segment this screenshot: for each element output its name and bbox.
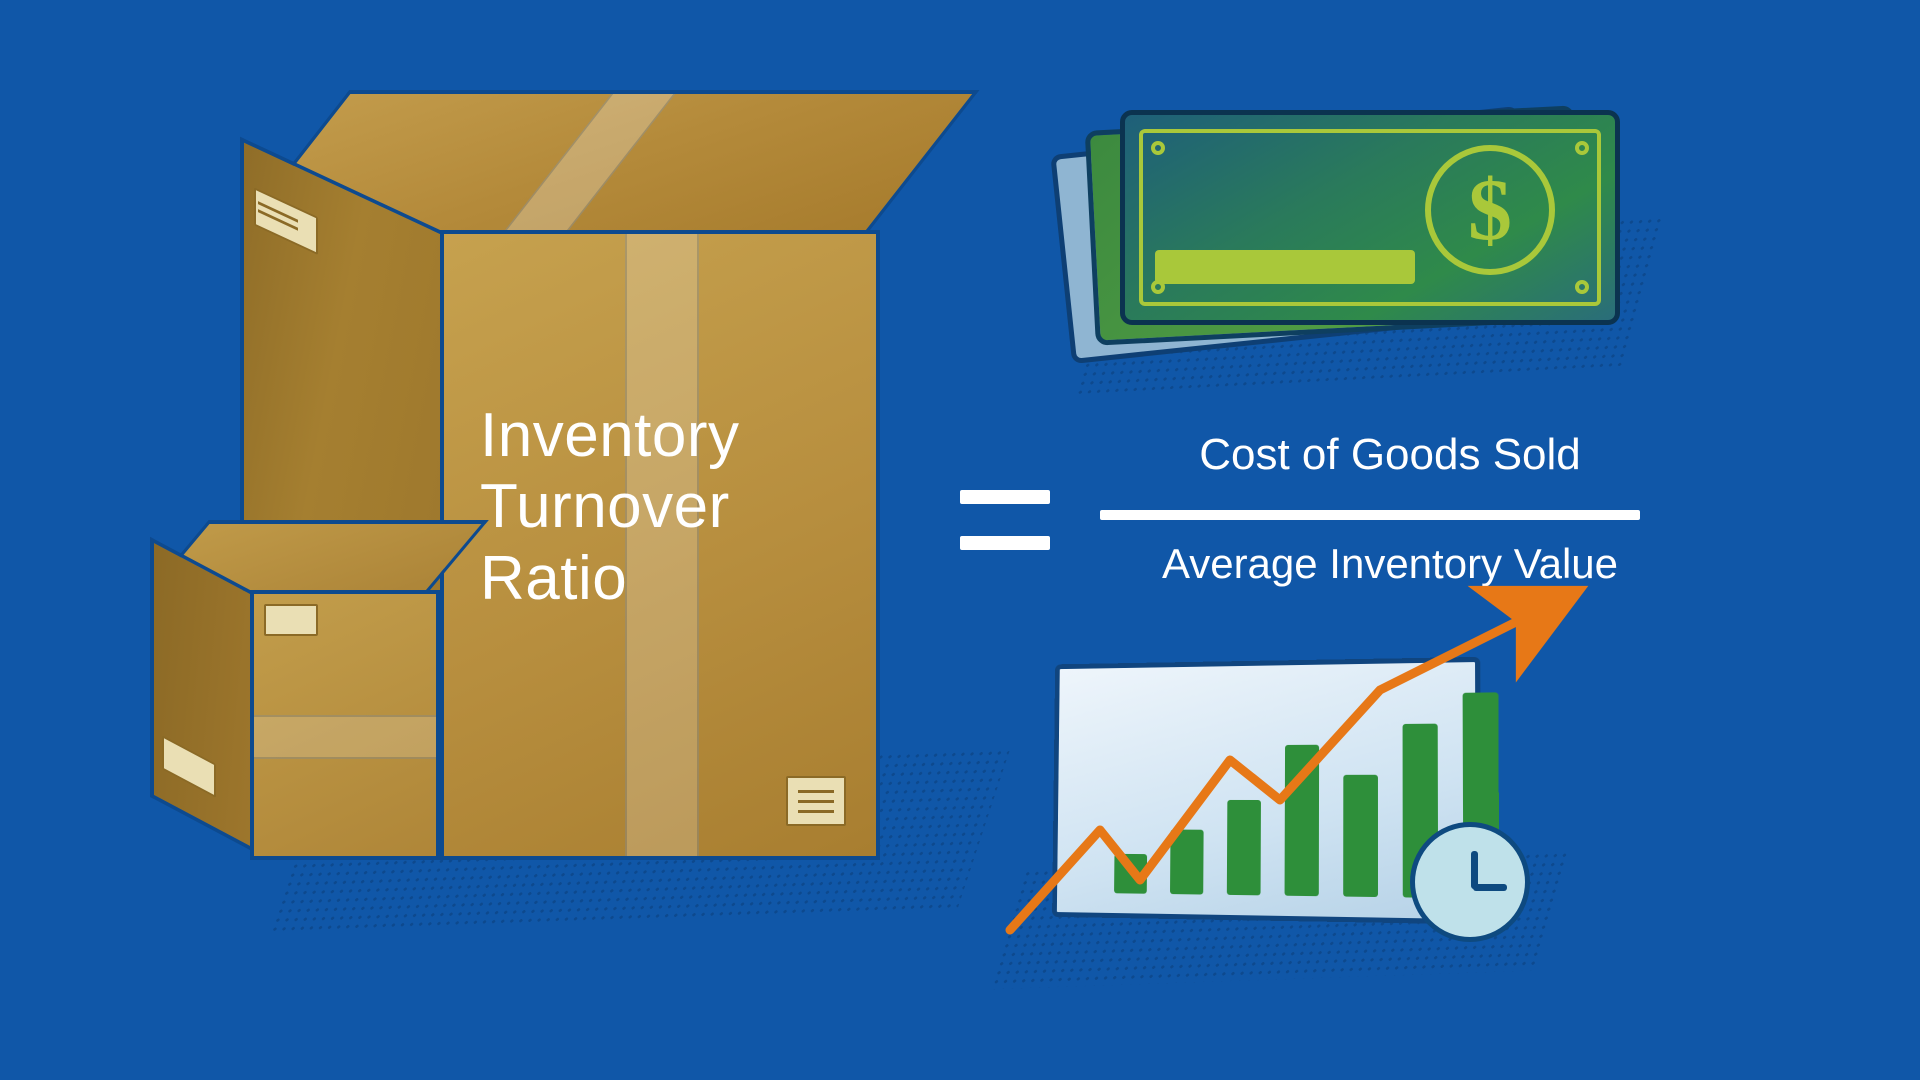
bill-corner-dot [1151,141,1165,155]
bill-corner-dot [1575,141,1589,155]
bill-corner-dot [1151,280,1165,294]
bill-front: $ [1120,110,1620,325]
small-box-side-face [150,537,250,850]
growth-chart-illustration [1000,630,1540,960]
formula-denominator: Average Inventory Value [1140,540,1640,588]
equals-sign [960,490,1050,560]
formula-title: Inventory Turnover Ratio [480,400,740,614]
title-line-2: Turnover [480,471,740,542]
bill-stripe [1155,250,1415,284]
title-line-1: Inventory [480,400,740,471]
dollar-sign-icon: $ [1425,145,1555,275]
clock-icon [1410,822,1530,942]
title-line-3: Ratio [480,543,740,614]
fraction-line [1100,510,1640,520]
equals-bar [960,536,1050,550]
bill-corner-dot [1575,280,1589,294]
money-illustration: $ [1060,100,1620,380]
small-box-front-face [250,590,440,860]
shipping-label-icon [786,776,846,826]
equals-bar [960,490,1050,504]
formula-numerator: Cost of Goods Sold [1140,430,1640,480]
